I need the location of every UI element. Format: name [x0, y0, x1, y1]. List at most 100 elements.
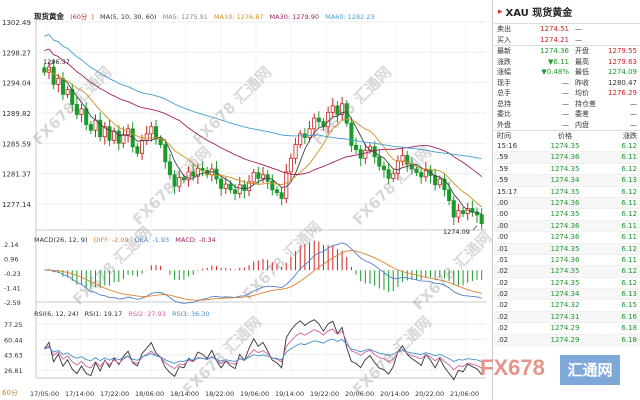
tick-list[interactable]: 15:16 1274.35 6.12 .59 1274.36 6.11 .59 1274.35… [494, 141, 640, 347]
candle-down [433, 175, 438, 186]
macd-diff-line [44, 242, 482, 304]
candle-up [93, 119, 98, 131]
time-tick-label: 19/14:00 [275, 390, 304, 398]
candle-down [274, 189, 279, 194]
tick-change: 6.12 [621, 278, 637, 287]
candle-up [247, 181, 252, 191]
rsi1-line [43, 319, 483, 381]
kline-chart-svg[interactable]: 1302.49 1298.27 1294.04 1289.82 1285.59 1281.… [0, 0, 493, 400]
tick-price: 1274.29 [550, 324, 580, 333]
candle-up [423, 169, 428, 178]
tick-row: .02 1274.35 6.12 [494, 278, 640, 290]
tick-price: 1274.31 [550, 312, 580, 321]
candle-up [391, 172, 396, 179]
brand-logo-box: 汇通网 [560, 355, 620, 385]
tick-time: .02 [497, 267, 509, 276]
macd-tick-label: 0.96 [4, 255, 18, 263]
quote-stat-row: 外盘 — 内盘 — [494, 120, 640, 131]
candle-down [130, 128, 135, 148]
tick-time: .01 [497, 255, 509, 264]
candle-up [312, 117, 317, 130]
quote-stat-v2: 1276.29 [608, 89, 637, 97]
tick-row: .00 1274.35 6.12 [494, 209, 640, 221]
candle-up [223, 183, 228, 189]
candle-up [400, 154, 405, 162]
candle-down [107, 126, 112, 141]
period-footer[interactable]: 60分 [2, 389, 18, 397]
time-tick-label: 21/06:00 [450, 390, 479, 398]
tick-row: .59 1274.36 6.11 [494, 152, 640, 164]
brand-logo-text: FX678 [480, 355, 545, 380]
candle-up [237, 184, 242, 194]
chart-title: 现货黄金 [34, 12, 64, 21]
rsi-tick-label: 60.44 [4, 336, 23, 344]
chart-area[interactable]: 1302.49 1298.27 1294.04 1289.82 1285.59 1281.… [0, 0, 493, 400]
ma30-value: MA30: 1279.90 [269, 13, 320, 21]
quote-stat-l1: 外盘 [497, 120, 511, 129]
time-tick-label: 20/14:00 [380, 390, 409, 398]
buy-label: 买入 [497, 35, 511, 44]
quote-stat-l2: 内盘 [575, 120, 589, 129]
tick-price: 1274.35 [550, 267, 580, 276]
tick-time: .02 [497, 301, 509, 310]
tick-change: 6.12 [621, 267, 637, 276]
sell-row: 卖出 1274.51 — [494, 24, 640, 35]
tick-change: 6.12 [621, 210, 637, 219]
quote-stat-l2: 持仓差 [575, 99, 596, 108]
quote-stat-l1: 最新 [497, 47, 511, 55]
candle-down [335, 105, 340, 115]
quote-stat-l1: 涨跌 [497, 57, 511, 66]
candle-up [121, 134, 126, 144]
tick-price: 1274.36 [550, 255, 580, 264]
tick-row: .02 1274.34 6.13 [494, 289, 640, 301]
tick-change: 6.13 [621, 290, 637, 299]
tick-time: .59 [497, 153, 509, 162]
candle-down [172, 174, 177, 187]
tick-row: .01 1274.36 6.11 [494, 255, 640, 267]
tick-price: 1274.35 [550, 187, 580, 196]
rsi-label: RSI(6, 12, 24) [34, 310, 79, 318]
candle-down [256, 172, 261, 179]
price-tick-label: 1285.59 [2, 140, 31, 148]
macd-dea-line [44, 250, 482, 301]
tick-row: .00 1274.36 6.11 [494, 197, 640, 210]
ma30-line [44, 48, 482, 178]
sell-value: 1274.51 [540, 25, 569, 33]
macd-dea: DEA: -1.93 [134, 236, 170, 244]
candle-down [386, 169, 391, 179]
candle-down [200, 167, 205, 171]
price-tick-label: 1298.27 [2, 49, 31, 57]
tick-time: 15:17 [497, 187, 518, 196]
tick-row: .00 1274.36 6.11 [494, 232, 640, 244]
ma5-value: MA5: 1275.91 [162, 13, 208, 21]
ma10-value: MA10: 1276.87 [214, 13, 264, 21]
quote-stat-v1: — [562, 78, 569, 87]
tick-time: .02 [497, 335, 509, 344]
quote-divider [494, 45, 640, 46]
candle-down [181, 177, 186, 181]
flag-icon: ▸ [498, 6, 503, 17]
tick-change: 6.11 [621, 153, 637, 162]
quote-title[interactable]: ▸ XAU 现货黄金 [494, 0, 640, 24]
rsi3-line [44, 338, 482, 364]
tick-change: 6.16 [621, 312, 637, 321]
quote-stat-row: 总手 — 均价 1276.29 [494, 88, 640, 99]
candle-up [395, 160, 400, 174]
tick-price: 1274.36 [550, 221, 580, 230]
candle-down [447, 189, 452, 201]
tick-header-change: 涨跌 [623, 132, 637, 140]
candle-up [437, 178, 442, 186]
quote-stat-v2: 1280.47 [608, 78, 637, 87]
buy-value: 1274.21 [540, 35, 569, 44]
candle-down [219, 178, 224, 189]
tick-row: .02 1274.35 6.12 [494, 266, 640, 278]
candle-down [191, 171, 196, 177]
quote-stat-v2: 1279.63 [608, 57, 637, 66]
tick-change: 6.11 [621, 233, 637, 242]
tick-change: 6.13 [621, 176, 637, 185]
buy-row: 买入 1274.21 — [494, 35, 640, 46]
candle-down [479, 214, 484, 224]
quote-stat-l1: 总手 [497, 89, 511, 97]
candle-up [177, 177, 182, 187]
candle-down [167, 161, 172, 176]
